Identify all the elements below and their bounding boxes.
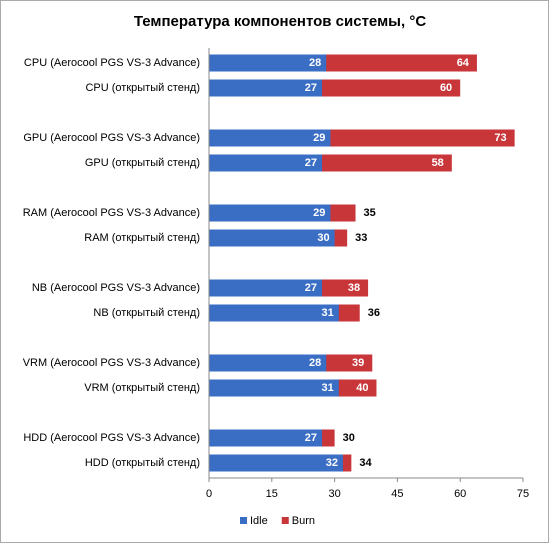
value-label: 31 (322, 382, 334, 394)
bar-idle (209, 229, 335, 247)
value-label: 73 (494, 132, 506, 144)
value-label: 29 (313, 132, 325, 144)
value-label: 34 (359, 457, 372, 469)
bar-idle (209, 204, 331, 222)
bar-idle (209, 279, 323, 297)
value-label: 38 (348, 282, 360, 294)
category-label: CPU (Aerocool PGS VS-3 Advance) (24, 57, 200, 69)
bar-idle (209, 54, 327, 72)
legend-label: Idle (250, 515, 268, 527)
value-label: 60 (440, 82, 452, 94)
category-label: HDD (открытый стенд) (85, 457, 200, 469)
value-label: 64 (457, 57, 470, 69)
category-label: RAM (Aerocool PGS VS-3 Advance) (23, 207, 200, 219)
legend-swatch (281, 517, 289, 524)
value-label: 32 (326, 457, 338, 469)
x-tick-label: 45 (391, 488, 403, 500)
value-label: 31 (322, 307, 334, 319)
bar-idle (209, 429, 323, 447)
legend-label: Burn (292, 515, 315, 527)
category-label: NB (открытый стенд) (93, 307, 200, 319)
bar-idle (209, 379, 339, 397)
value-label: 28 (309, 57, 321, 69)
value-label: 40 (356, 382, 368, 394)
category-label: VRM (Aerocool PGS VS-3 Advance) (23, 357, 200, 369)
x-tick-label: 60 (454, 488, 466, 500)
value-label: 27 (305, 157, 317, 169)
legend-swatch (240, 517, 247, 524)
category-label: HDD (Aerocool PGS VS-3 Advance) (23, 432, 200, 444)
bar-idle (209, 454, 343, 472)
category-label: CPU (открытый стенд) (85, 82, 200, 94)
bar-idle (209, 304, 339, 322)
category-label: GPU (Aerocool PGS VS-3 Advance) (23, 132, 200, 144)
category-label: NB (Aerocool PGS VS-3 Advance) (32, 282, 200, 294)
bar-idle (209, 79, 323, 97)
category-label: VRM (открытый стенд) (84, 382, 200, 394)
value-label: 35 (364, 207, 376, 219)
x-tick-label: 75 (517, 488, 529, 500)
bar-idle (209, 129, 331, 147)
chart-title: Температура компонентов системы, °C (134, 13, 426, 30)
value-label: 27 (305, 432, 317, 444)
value-label: 27 (305, 282, 317, 294)
value-label: 30 (317, 232, 329, 244)
x-tick-label: 30 (328, 488, 340, 500)
value-label: 39 (352, 357, 364, 369)
category-label: RAM (открытый стенд) (84, 232, 200, 244)
value-label: 36 (368, 307, 380, 319)
value-label: 58 (432, 157, 444, 169)
value-label: 27 (305, 82, 317, 94)
bar-idle (209, 354, 327, 372)
value-label: 28 (309, 357, 321, 369)
x-tick-label: 15 (266, 488, 278, 500)
category-label: GPU (открытый стенд) (85, 157, 200, 169)
bar-idle (209, 154, 323, 172)
value-label: 30 (343, 432, 355, 444)
value-label: 29 (313, 207, 325, 219)
value-label: 33 (355, 232, 367, 244)
x-tick-label: 0 (206, 488, 212, 500)
